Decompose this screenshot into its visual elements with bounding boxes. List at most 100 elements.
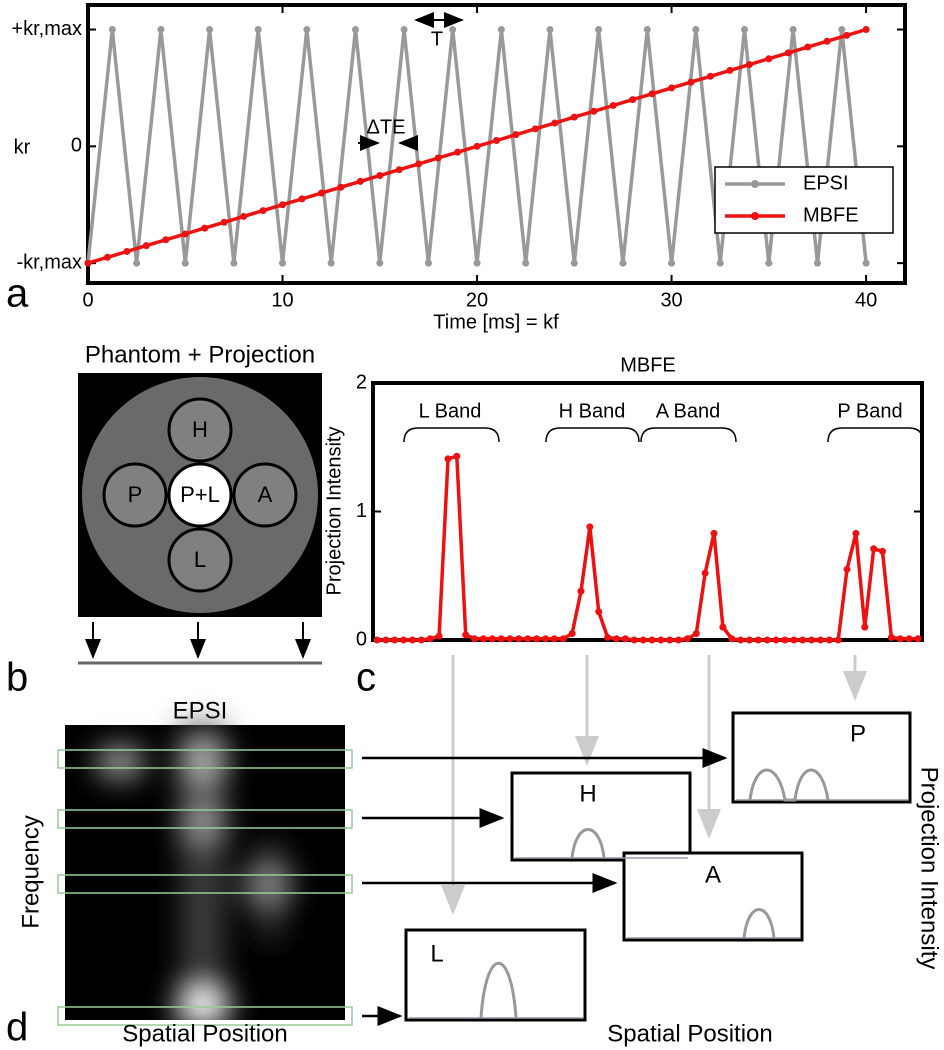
data-point — [630, 636, 638, 644]
data-point — [862, 26, 870, 34]
data-point — [643, 26, 651, 34]
data-point — [533, 635, 541, 643]
series-line — [377, 453, 918, 642]
epsi-title: EPSI — [173, 697, 228, 724]
data-point — [497, 635, 505, 643]
compartments — [102, 397, 298, 593]
data-point — [356, 177, 364, 185]
data-point — [435, 632, 443, 640]
panel-label: c — [356, 656, 376, 700]
data-point — [317, 189, 325, 197]
band-arrows — [441, 655, 867, 915]
epsi-y-label: Frequency — [17, 815, 44, 928]
x-tick-label: 30 — [660, 289, 682, 311]
frequency-rows — [57, 749, 353, 1026]
data-point — [84, 259, 92, 267]
data-point — [515, 635, 523, 643]
data-point — [577, 587, 585, 595]
data-point — [181, 230, 189, 238]
data-point — [612, 635, 620, 643]
data-point — [142, 242, 150, 250]
data-point — [444, 455, 452, 463]
y-axis-label: Projection Intensity — [323, 427, 345, 596]
data-point — [524, 635, 532, 643]
data-point — [609, 101, 617, 109]
data-point — [415, 160, 423, 168]
data-point — [391, 636, 399, 644]
data-point — [687, 78, 695, 86]
x-tick-label: 40 — [855, 289, 877, 311]
data-point — [823, 37, 831, 45]
data-point — [862, 259, 870, 267]
phantom-title: Phantom + Projection — [85, 341, 315, 368]
data-point — [449, 26, 457, 34]
data-point — [522, 259, 530, 267]
plot-frame — [86, 3, 907, 285]
legend-swatch — [751, 180, 759, 188]
data-point — [497, 26, 505, 34]
data-point — [162, 236, 170, 244]
data-point — [741, 26, 749, 34]
compartment-label: H — [192, 417, 208, 442]
data-point — [765, 55, 773, 63]
data-point — [473, 142, 481, 150]
x-tick-label: 10 — [271, 289, 293, 311]
data-point — [568, 630, 576, 638]
data-point — [240, 212, 248, 220]
data-point — [870, 545, 878, 553]
data-point — [400, 26, 408, 34]
data-point — [493, 136, 500, 144]
data-point — [668, 259, 676, 267]
data-point — [765, 259, 773, 267]
data-point — [772, 636, 780, 644]
data-point — [395, 166, 403, 174]
data-point — [781, 636, 789, 644]
data-point — [737, 636, 745, 644]
y-tick-label: 2 — [356, 371, 367, 393]
annotation: T — [431, 28, 443, 50]
compartment-label: L — [194, 547, 206, 572]
data-point — [382, 636, 390, 644]
data-point — [400, 636, 408, 644]
data-point — [595, 26, 603, 34]
data-point — [843, 565, 851, 573]
data-point — [351, 26, 359, 34]
panel-label: a — [6, 272, 29, 316]
data-point — [789, 26, 797, 34]
row-arrows — [362, 748, 728, 1026]
data-point — [834, 636, 842, 644]
data-point — [230, 259, 238, 267]
data-point — [570, 259, 578, 267]
y-tick-label: -kr,max — [16, 251, 82, 273]
data-point — [838, 26, 846, 34]
annotation: ΔTE — [367, 116, 406, 138]
data-point — [595, 608, 603, 616]
data-point — [157, 26, 165, 34]
y-axis-label: kr — [14, 136, 31, 158]
data-point — [701, 569, 709, 577]
legend-swatch — [751, 212, 759, 220]
data-point — [303, 26, 311, 34]
data-point — [590, 107, 598, 115]
data-point — [763, 636, 771, 644]
data-point — [813, 259, 821, 267]
data-point — [220, 218, 228, 226]
projection-label: H — [579, 780, 596, 807]
data-point — [376, 172, 384, 180]
data-point — [473, 259, 481, 267]
data-point — [668, 84, 676, 92]
data-point — [103, 253, 111, 261]
data-point — [719, 623, 727, 631]
panel-label: b — [6, 656, 28, 700]
data-point — [808, 636, 816, 644]
data-point — [666, 636, 674, 644]
data-point — [586, 523, 594, 531]
data-point — [754, 636, 762, 644]
data-point — [621, 635, 629, 643]
data-point — [462, 631, 470, 639]
projection-curves — [409, 768, 908, 1019]
data-point — [784, 49, 792, 57]
data-point — [570, 113, 578, 121]
data-point — [619, 259, 627, 267]
